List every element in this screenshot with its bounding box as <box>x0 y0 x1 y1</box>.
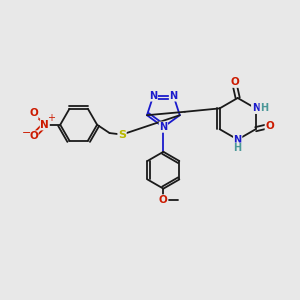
Text: N: N <box>234 135 242 145</box>
Text: O: O <box>159 195 168 205</box>
Text: H: H <box>260 103 268 113</box>
Text: N: N <box>40 120 49 130</box>
Text: N: N <box>169 91 178 101</box>
Text: N: N <box>159 122 167 132</box>
Text: N: N <box>252 103 260 113</box>
Text: +: + <box>47 113 55 123</box>
Text: O: O <box>230 77 239 87</box>
Text: O: O <box>29 131 38 141</box>
Text: N: N <box>149 91 157 101</box>
Text: H: H <box>234 143 242 153</box>
Text: −: − <box>22 128 32 138</box>
Text: O: O <box>265 121 274 131</box>
Text: S: S <box>118 130 126 140</box>
Text: O: O <box>29 108 38 118</box>
